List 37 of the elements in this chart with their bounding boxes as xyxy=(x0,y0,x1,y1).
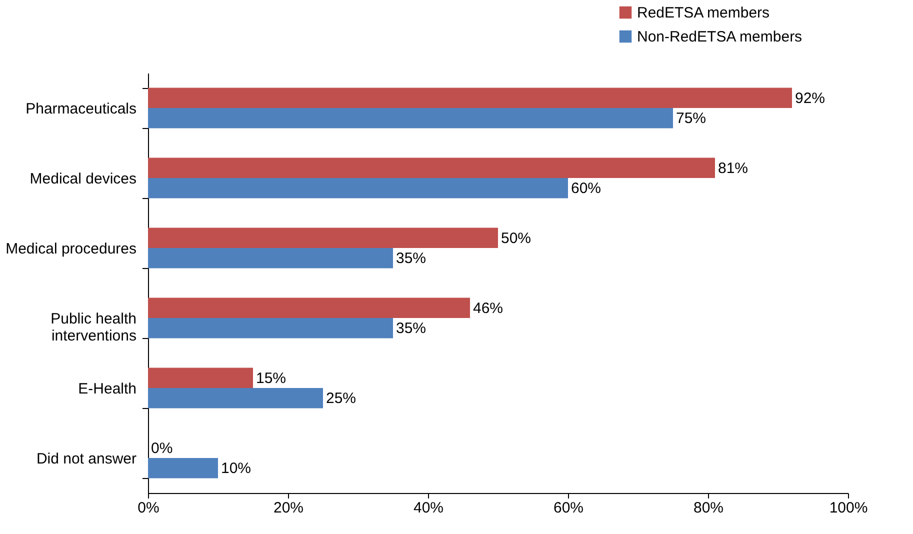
bar xyxy=(148,458,218,478)
x-tick-label: 0% xyxy=(138,500,160,516)
bar xyxy=(148,388,323,408)
data-label: 15% xyxy=(256,370,286,387)
y-tick-label: Medical procedures xyxy=(6,240,136,258)
x-tick-label: 20% xyxy=(273,500,304,516)
data-label: 35% xyxy=(396,320,426,338)
data-label: 0% xyxy=(151,440,173,457)
y-tick-label: Public health interventions xyxy=(50,310,136,344)
legend-label: Non-RedETSA members xyxy=(637,28,802,46)
data-label: 75% xyxy=(676,110,706,128)
bar xyxy=(148,248,393,268)
legend-label: RedETSA members xyxy=(637,4,770,22)
bar xyxy=(148,298,470,318)
data-label: 50% xyxy=(501,230,532,247)
y-tick-label: Medical devices xyxy=(30,170,136,188)
x-tick-label: 80% xyxy=(693,500,724,516)
data-label: 60% xyxy=(571,180,602,198)
bar xyxy=(148,318,393,338)
data-label: 25% xyxy=(326,390,356,408)
bar xyxy=(148,108,673,128)
bar xyxy=(148,178,568,198)
y-tick-label: E-Health xyxy=(78,380,136,398)
x-tick-label: 60% xyxy=(553,500,584,516)
data-label: 81% xyxy=(718,160,748,177)
bar xyxy=(148,158,715,178)
bar xyxy=(148,88,792,108)
y-tick-label: Did not answer xyxy=(36,450,136,468)
x-tick-label: 40% xyxy=(413,500,444,516)
data-label: 92% xyxy=(795,90,826,107)
bar xyxy=(148,228,498,248)
data-label: 35% xyxy=(396,250,426,268)
data-label: 10% xyxy=(221,460,252,478)
x-tick-label: 100% xyxy=(829,500,868,516)
data-label: 46% xyxy=(473,300,504,317)
bar xyxy=(148,368,253,388)
y-tick-label: Pharmaceuticals xyxy=(26,100,136,118)
